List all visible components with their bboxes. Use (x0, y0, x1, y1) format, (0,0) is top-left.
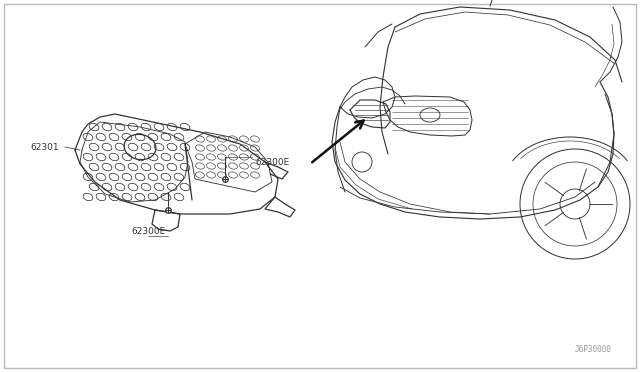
Text: 62300E: 62300E (255, 158, 289, 167)
Text: J6P30000: J6P30000 (575, 345, 612, 354)
Text: 62300E: 62300E (131, 227, 165, 236)
Text: 62301: 62301 (30, 142, 59, 151)
